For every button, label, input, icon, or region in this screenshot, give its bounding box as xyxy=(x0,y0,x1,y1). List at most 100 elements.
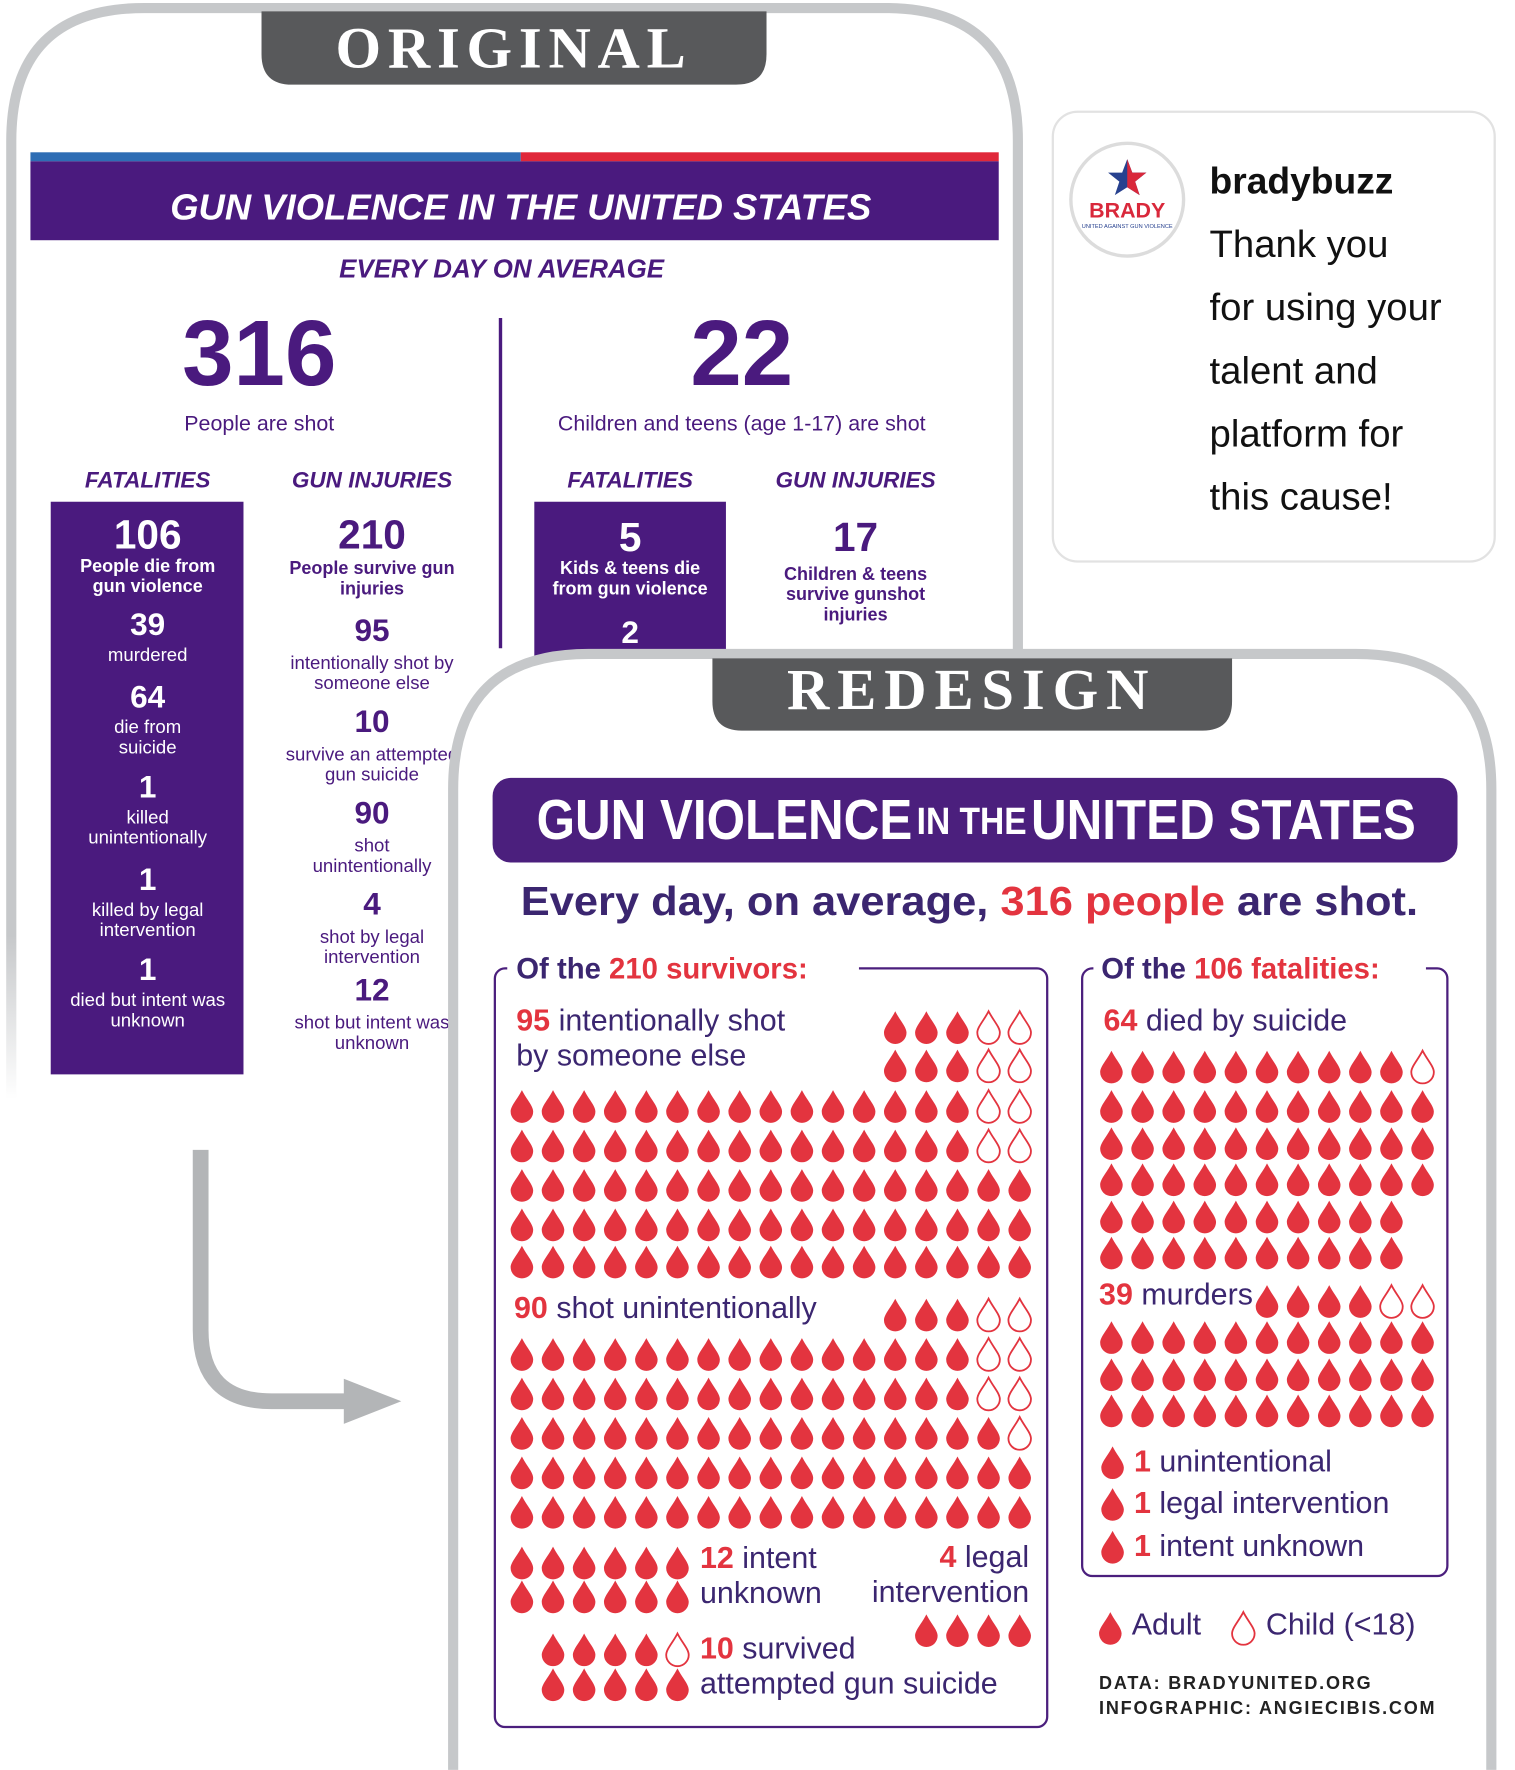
adult-drop xyxy=(510,1090,534,1123)
adult-drop xyxy=(1193,1394,1217,1428)
adult-drop xyxy=(1411,1127,1434,1161)
adult-drop xyxy=(510,1580,534,1614)
child-drop xyxy=(1007,1415,1032,1451)
group-label: 1 unintentional xyxy=(1134,1444,1332,1478)
group-number: 12 xyxy=(700,1541,734,1575)
adult-drop xyxy=(852,1377,876,1411)
stat-number: 1 xyxy=(139,769,157,805)
group-number: 1 xyxy=(1134,1486,1151,1520)
child-drop xyxy=(1410,1283,1435,1319)
adult-drop xyxy=(915,1495,938,1529)
stat-label: die from xyxy=(114,716,181,737)
adult-drop xyxy=(1224,1394,1248,1428)
adult-drop xyxy=(541,1129,565,1163)
adult-drop xyxy=(1286,1090,1310,1123)
adult-drop xyxy=(977,1614,1000,1648)
adult-drop xyxy=(635,1129,658,1163)
redesign-frame xyxy=(448,648,1497,1770)
adult-drop xyxy=(572,1456,596,1490)
adult-drop xyxy=(915,1090,938,1123)
stat-number: 10 xyxy=(354,703,389,739)
adult-drop xyxy=(1255,1050,1279,1084)
adult-drop xyxy=(790,1377,814,1411)
adult-drop xyxy=(1131,1127,1154,1161)
adult-drop xyxy=(759,1208,783,1242)
adult-drop xyxy=(1317,1321,1341,1354)
red-stripe xyxy=(520,152,999,162)
adult-drop xyxy=(946,1049,969,1083)
adult-drop xyxy=(1193,1236,1217,1270)
adult-drop xyxy=(1255,1200,1279,1234)
adult-drop xyxy=(572,1633,596,1667)
title-part: GUN VIOLENCE xyxy=(537,788,913,851)
adult-drop xyxy=(1162,1394,1185,1428)
adult-drop xyxy=(572,1377,596,1411)
adult-drop xyxy=(1411,1321,1434,1354)
stat-label: intentionally shot by xyxy=(290,652,454,673)
group-text: legal xyxy=(965,1540,1029,1574)
avatar[interactable] xyxy=(1069,141,1186,258)
adult-drop xyxy=(915,1245,938,1279)
redesign-title-bar xyxy=(492,777,1458,863)
adult-drop xyxy=(946,1495,969,1529)
adult-drop xyxy=(883,1049,907,1083)
stat-label: died but intent was xyxy=(70,989,225,1010)
adult-drop xyxy=(1193,1163,1217,1197)
adult-drop xyxy=(1380,1236,1403,1270)
stat-number: 17 xyxy=(833,514,878,560)
adult-drop xyxy=(541,1417,565,1450)
stat-label: unknown xyxy=(335,1032,409,1053)
group-text: intervention xyxy=(872,1575,1029,1609)
adult-drop xyxy=(1100,1050,1123,1084)
adult-drop xyxy=(852,1495,876,1529)
adult-drop xyxy=(1317,1127,1341,1161)
adult-drop xyxy=(977,1208,1000,1242)
text-part: survivors: xyxy=(666,952,808,985)
adult-drop xyxy=(1224,1358,1248,1392)
child-drop xyxy=(1007,1336,1032,1372)
adult-drop xyxy=(1317,1200,1341,1234)
group-text: shot unintentionally xyxy=(556,1291,817,1325)
adult-drop xyxy=(1255,1090,1279,1123)
adult-drop xyxy=(697,1417,720,1450)
adult-drop xyxy=(946,1614,969,1648)
logo-text: BRADY xyxy=(1089,199,1165,223)
adult-drop xyxy=(1380,1200,1403,1234)
adult-drop xyxy=(1349,1394,1372,1428)
child-drop xyxy=(1007,1088,1032,1124)
adult-drop xyxy=(883,1129,907,1163)
adult-drop xyxy=(603,1129,627,1163)
adult-drop xyxy=(1286,1358,1310,1392)
column-heading: GUN INJURIES xyxy=(775,467,935,492)
arrow xyxy=(192,1149,359,1410)
adult-drop xyxy=(1162,1200,1185,1234)
adult-drop xyxy=(915,1208,938,1242)
adult-drop xyxy=(1349,1358,1372,1392)
adult-drop xyxy=(915,1456,938,1490)
adult-drop xyxy=(635,1580,658,1614)
child-drop xyxy=(665,1631,690,1667)
child-drop xyxy=(1007,1047,1032,1084)
adult-drop xyxy=(1317,1285,1341,1318)
original-title-bar xyxy=(30,161,999,241)
adult-drop xyxy=(541,1090,565,1123)
tab-label: REDESIGN xyxy=(787,657,1156,722)
redesign-tab xyxy=(712,658,1233,731)
group-number: 95 xyxy=(516,1004,550,1038)
adult-drop xyxy=(1255,1163,1279,1197)
adult-drop xyxy=(635,1668,658,1702)
adult-drop xyxy=(883,1456,907,1490)
adult-drop xyxy=(977,1169,1000,1202)
adult-drop xyxy=(697,1456,720,1490)
adult-drop xyxy=(541,1208,565,1242)
adult-drop xyxy=(1101,1488,1124,1521)
adult-drop xyxy=(1193,1050,1217,1084)
adult-drop xyxy=(852,1417,876,1450)
adult-drop xyxy=(1224,1090,1248,1123)
stat-label: survive an attempted xyxy=(286,743,458,764)
adult-drop xyxy=(790,1245,814,1279)
adult-drop xyxy=(1317,1236,1341,1270)
group-text: survived xyxy=(742,1631,855,1665)
stat-label: Kids & teens die xyxy=(560,558,700,578)
text-part: fatalities: xyxy=(1251,952,1380,985)
